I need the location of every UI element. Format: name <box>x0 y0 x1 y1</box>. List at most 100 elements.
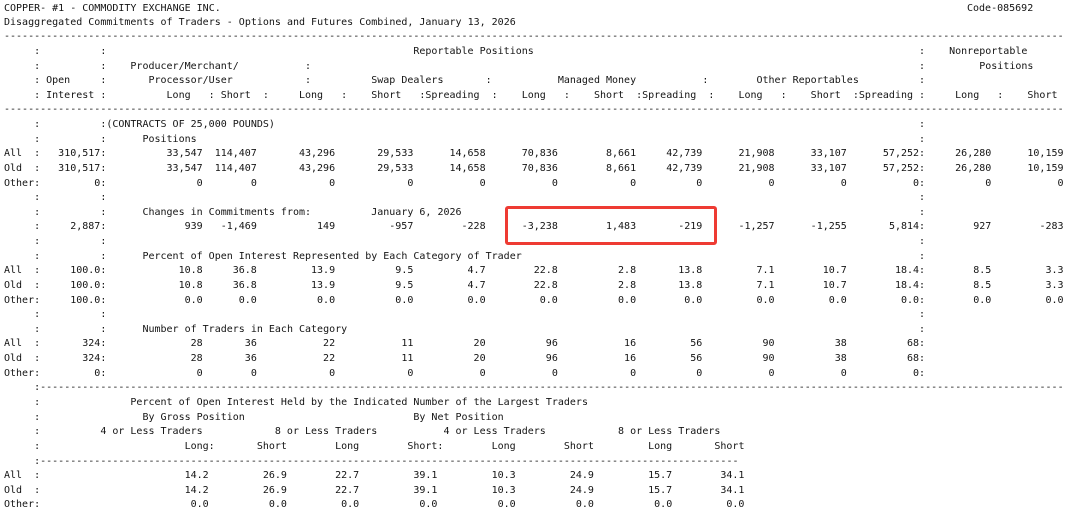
report-separator: : <box>100 338 107 350</box>
report-cell: 34.1 <box>720 484 745 496</box>
report-separator: : <box>34 397 41 408</box>
changes-date: January 6, 2026 <box>371 206 462 218</box>
report-separator: : <box>34 484 41 496</box>
report-separator: : <box>419 89 426 101</box>
report-cell: 0.0 <box>1045 294 1064 306</box>
col-header: Long <box>955 89 980 101</box>
report-separator: : <box>34 60 41 72</box>
report-cell: 33,547 <box>166 162 203 174</box>
col-header: Short <box>593 89 625 101</box>
report-cell: 8,661 <box>606 148 637 160</box>
col-header: Long <box>738 89 763 101</box>
report-cell: 0.0 <box>575 499 594 511</box>
report-cell: 0 <box>551 177 558 189</box>
report-separator: : <box>305 60 312 72</box>
report-cell: 0.0 <box>539 294 558 306</box>
report-cell: 0 <box>329 177 336 189</box>
col-header: Long <box>648 440 673 452</box>
report-separator: : <box>919 279 926 291</box>
row-label: All <box>4 338 23 350</box>
report-separator: : <box>34 75 41 87</box>
report-separator: : <box>919 119 926 131</box>
col-group-net: By Net Position <box>413 411 504 423</box>
report-cell: 4.7 <box>467 279 486 291</box>
report-cell: -228 <box>461 221 486 233</box>
col-header: Long <box>491 440 516 452</box>
report-cell: 22 <box>323 338 336 350</box>
report-separator: : <box>34 455 41 467</box>
report-cell: 7.1 <box>756 279 775 291</box>
report-separator: : <box>100 367 107 379</box>
report-separator: : <box>919 148 926 160</box>
section-heading: Percent of Open Interest Held by the Ind… <box>130 397 588 408</box>
row-label: Other <box>4 294 35 306</box>
report-separator: : <box>919 367 926 379</box>
report-cell: 20 <box>473 353 486 365</box>
report-cell: 0 <box>196 177 203 189</box>
report-separator: : <box>100 192 107 204</box>
col-header: Short <box>714 440 745 452</box>
contracts-note: (CONTRACTS OF 25,000 POUNDS) <box>106 119 275 131</box>
col-header: Short <box>1027 89 1058 101</box>
col-group-other-reportables: Other Reportables <box>756 75 859 87</box>
col-group-traders: 8 or Less Traders <box>274 426 378 438</box>
report-cell: 0.0 <box>395 294 414 306</box>
report-cell: 22.8 <box>533 265 558 277</box>
report-cell: 36.8 <box>232 265 257 277</box>
report-cell: 10.3 <box>491 484 516 496</box>
report-cell: 0 <box>696 177 703 189</box>
report-cell: 68 <box>907 338 920 350</box>
report-separator: : <box>100 75 107 87</box>
report-cell: 21,908 <box>738 162 775 174</box>
report-cell: 0.0 <box>618 294 637 306</box>
report-separator: : <box>491 89 498 101</box>
report-cell: 0 <box>696 367 703 379</box>
report-cell: 16 <box>624 338 637 350</box>
col-header: Short <box>810 89 841 101</box>
report-cell: 15.7 <box>648 470 673 482</box>
report-separator: : <box>919 45 926 57</box>
report-separator: : <box>262 89 269 101</box>
report-cell: 24.9 <box>569 470 594 482</box>
report-cell: 0 <box>94 177 101 189</box>
report-cell: 42,739 <box>666 162 703 174</box>
row-label: Old <box>4 162 23 174</box>
report-separator: : <box>100 60 107 72</box>
report-cell: 39.1 <box>413 484 438 496</box>
col-header: Spreading <box>858 89 914 101</box>
report-cell: 2.8 <box>618 265 637 277</box>
report-cell: 96 <box>545 353 558 365</box>
col-header: Short <box>371 89 402 101</box>
col-header: Long <box>166 89 191 101</box>
report-separator: : <box>34 148 41 160</box>
report-cell: 927 <box>973 221 992 233</box>
report-separator: : <box>919 206 926 218</box>
report-cell: -1,469 <box>220 221 257 233</box>
report-separator: : <box>100 323 107 335</box>
report-cell: 56 <box>690 338 703 350</box>
col-header: Spreading <box>425 89 480 101</box>
row-label: Old <box>4 484 23 496</box>
col-header: Short <box>220 89 251 101</box>
report-separator: : <box>100 119 107 131</box>
report-cell: 10,159 <box>1027 148 1064 160</box>
report-separator: : <box>919 75 926 87</box>
col-group-swap-dealers: Swap Dealers <box>371 75 444 87</box>
report-cell: -219 <box>678 221 703 233</box>
report-separator: : <box>780 89 787 101</box>
report-cell: 0 <box>840 367 847 379</box>
report-cell: 0 <box>630 367 637 379</box>
report-cell: 3.3 <box>1045 279 1064 291</box>
report-cell: 3.3 <box>1045 265 1064 277</box>
col-header: Long <box>298 89 324 101</box>
report-cell: 0 <box>630 177 637 189</box>
col-group-reportable: Reportable Positions <box>413 45 534 57</box>
report-cell: 1,483 <box>606 221 637 233</box>
report-cell: 13.9 <box>311 265 336 277</box>
report-separator: : <box>563 89 570 101</box>
report-cell: 0.0 <box>497 499 516 511</box>
report-separator: : <box>34 279 41 291</box>
col-group-gross: By Gross Position <box>142 411 245 423</box>
row-label: Old <box>4 279 23 291</box>
report-separator: : <box>100 133 107 145</box>
